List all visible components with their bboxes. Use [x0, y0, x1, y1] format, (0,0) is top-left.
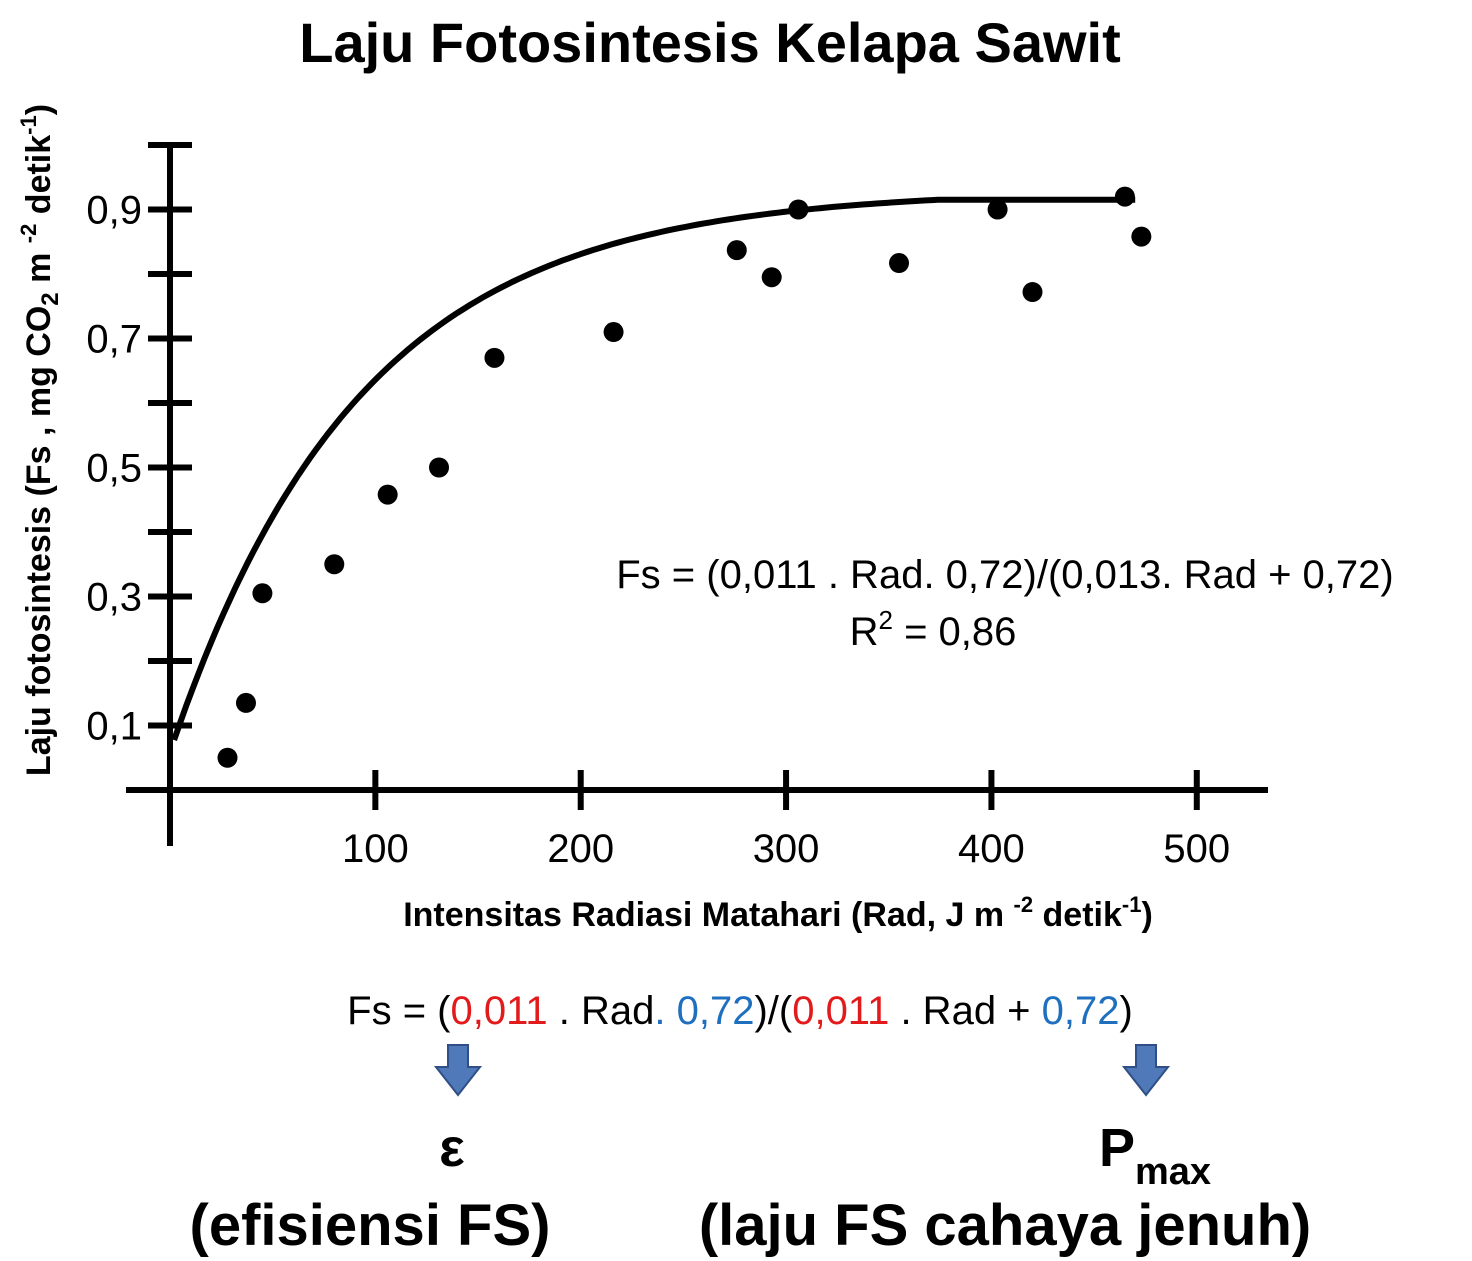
epsilon-description: (efisiensi FS): [190, 1193, 551, 1258]
y-axis-label: Laju fotosintesis (Fs , mg CO2 m -2 deti…: [16, 104, 64, 776]
y-tick-label: 0,1: [86, 705, 142, 749]
x-tick-label: 300: [753, 827, 820, 871]
epsilon-value-2: 0,011: [792, 989, 889, 1033]
pmax-symbol: Pmax: [1099, 1118, 1211, 1193]
arrow-down-icon: [436, 1045, 480, 1095]
pmax-value-1: . 0,72: [654, 989, 754, 1033]
chart-title: Laju Fotosintesis Kelapa Sawit: [299, 11, 1121, 74]
data-point: [889, 253, 909, 273]
x-ticks: 100 200 300 400 500: [342, 770, 1230, 871]
x-axis-label: Intensitas Radiasi Matahari (Rad, J m -2…: [403, 892, 1153, 934]
epsilon-symbol: ε: [439, 1118, 465, 1178]
data-point: [252, 583, 272, 603]
pmax-description: (laju FS cahaya jenuh): [699, 1193, 1311, 1258]
arrow-down-icon: [1124, 1045, 1168, 1095]
fit-curve: [174, 200, 1135, 740]
y-tick-label: 0,3: [86, 576, 142, 620]
data-point: [378, 485, 398, 505]
x-tick-label: 100: [342, 827, 409, 871]
x-tick-label: 200: [547, 827, 614, 871]
model-formula: Fs = (0,011 . Rad. 0,72)/(0,011 . Rad + …: [347, 989, 1133, 1033]
y-tick-label: 0,9: [86, 189, 142, 233]
y-ticks: 0,1 0,3 0,5 0,7 0,9: [86, 145, 192, 749]
y-tick-label: 0,5: [86, 447, 142, 491]
data-point: [727, 240, 747, 260]
epsilon-value-1: 0,011: [451, 989, 548, 1033]
data-point: [1023, 282, 1043, 302]
pmax-value-2: 0,72: [1042, 989, 1120, 1033]
data-point: [788, 200, 808, 220]
data-point: [988, 200, 1008, 220]
data-point: [324, 554, 344, 574]
data-point: [1115, 187, 1135, 207]
data-point: [484, 348, 504, 368]
x-tick-label: 400: [958, 827, 1025, 871]
data-point: [1131, 227, 1151, 247]
y-tick-label: 0,7: [86, 318, 142, 362]
data-points: [218, 187, 1152, 768]
x-tick-label: 500: [1163, 827, 1230, 871]
data-point: [236, 693, 256, 713]
fit-equation: Fs = (0,011 . Rad. 0,72)/(0,013. Rad + 0…: [616, 553, 1393, 597]
data-point: [762, 267, 782, 287]
data-point: [429, 458, 449, 478]
data-point: [604, 322, 624, 342]
data-point: [218, 748, 238, 768]
r-squared: R2 = 0,86: [850, 605, 1017, 654]
